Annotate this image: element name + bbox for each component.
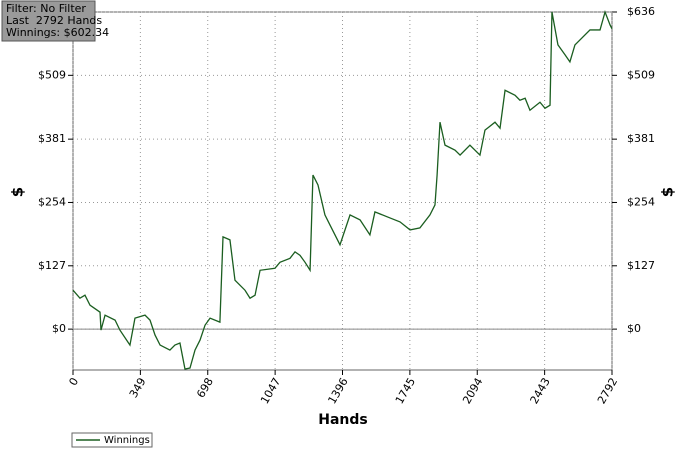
y-tick-label: $509	[38, 68, 66, 81]
y2-tick-label: $509	[627, 68, 655, 81]
y-tick-label: $254	[38, 195, 66, 208]
x-tick-label: 2792	[595, 376, 620, 407]
annotation-bg	[1, 0, 96, 42]
y-axis-label: $	[9, 187, 27, 197]
annotation: Winnings: $602.34	[6, 26, 109, 39]
y2-tick-label: $0	[627, 322, 641, 335]
y2-tick-label: $636	[627, 5, 655, 18]
legend-box	[71, 432, 153, 448]
annotation-box: Filter: No Filter Last 2792 Hands Winnin…	[1, 0, 109, 42]
y2-tick-label: $254	[627, 195, 655, 208]
y-tick-label: $381	[38, 132, 66, 145]
x-tick-label: 1047	[258, 376, 283, 407]
x-axis-label: Hands	[318, 412, 368, 428]
legend: Winnings	[71, 432, 153, 448]
y2-axis-label: $	[659, 187, 677, 197]
y2-tick-label: $381	[627, 132, 655, 145]
annotation: Last 2792 Hands	[6, 14, 102, 27]
series-line	[72, 9, 613, 370]
legend-label: Winnings	[104, 435, 150, 446]
x-tick-label: 2094	[460, 376, 485, 407]
x-tick-label: 1396	[325, 376, 350, 407]
x-tick-label: 349	[127, 376, 149, 401]
x-tick-label: 0	[66, 376, 81, 389]
x-tick-label: 1745	[393, 376, 418, 407]
x-tick-label: 698	[194, 376, 216, 401]
x-tick-label: 2443	[528, 376, 553, 407]
annotation: Filter: No Filter	[6, 2, 86, 15]
y2-tick-label: $127	[627, 259, 655, 272]
y-tick-label: $0	[52, 322, 66, 335]
plot-area	[72, 11, 613, 371]
y-tick-label: $127	[38, 259, 66, 272]
